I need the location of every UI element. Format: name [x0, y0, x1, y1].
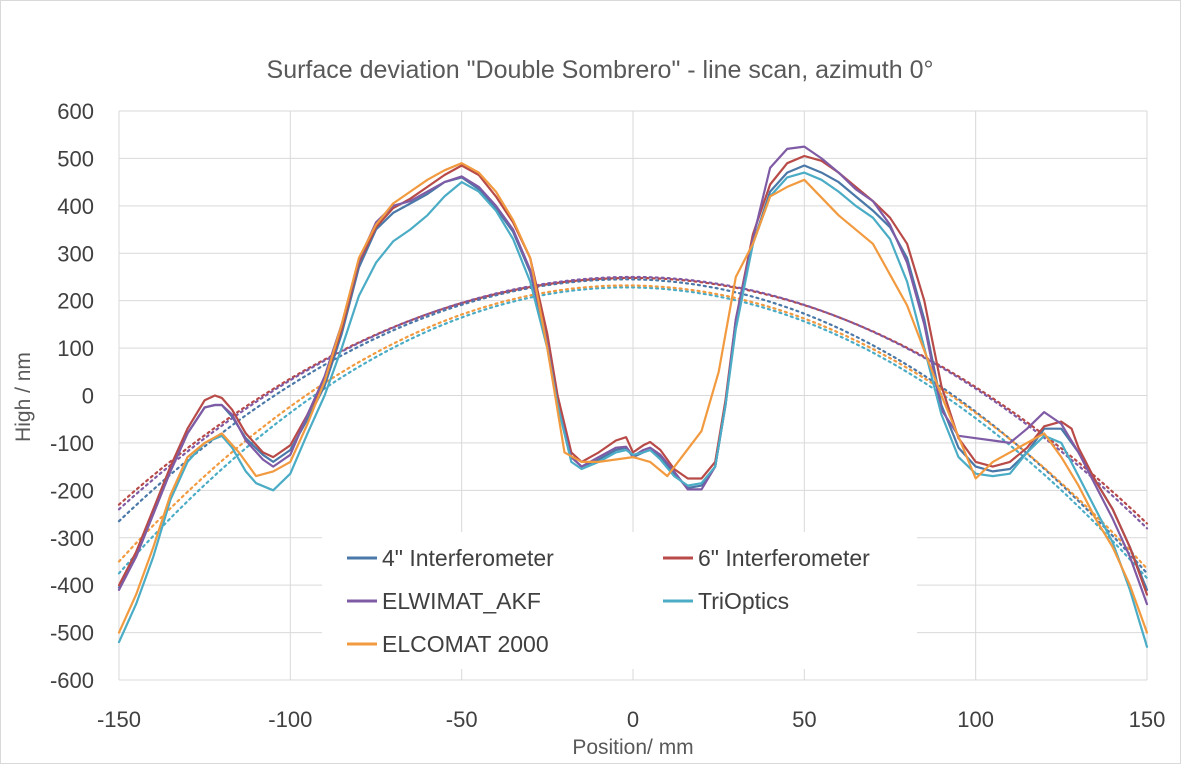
x-tick-label: 100	[957, 707, 994, 732]
y-axis-label: High / nm	[12, 352, 35, 442]
trendline-layer	[117, 275, 1149, 580]
chart-title: Surface deviation "Double Sombrero" - li…	[267, 56, 934, 84]
trendline	[117, 275, 1149, 530]
x-tick-label: 0	[627, 707, 639, 732]
trendline	[117, 276, 1149, 525]
y-tick-label: -200	[50, 478, 94, 503]
x-tick-label: -50	[446, 707, 478, 732]
y-tick-label: 200	[57, 289, 94, 314]
y-tick-label: -400	[50, 573, 94, 598]
legend-label: ELCOMAT 2000	[382, 631, 549, 657]
x-tick-label: -150	[97, 707, 141, 732]
y-tick-label: 400	[57, 194, 94, 219]
y-tick-label: 0	[82, 384, 94, 409]
y-tick-label: -100	[50, 431, 94, 456]
series-line	[117, 171, 1149, 648]
trendline	[117, 286, 1149, 580]
y-tick-label: 100	[57, 336, 94, 361]
x-tick-label: -100	[268, 707, 312, 732]
y-tick-label: -500	[50, 621, 94, 646]
series-line	[117, 162, 1149, 634]
y-tick-label: 600	[57, 99, 94, 124]
series-layer	[117, 145, 1149, 648]
legend-label: 6" Interferometer	[698, 545, 870, 571]
x-axis-label: Position/ mm	[572, 736, 693, 759]
y-tick-label: 500	[57, 146, 94, 171]
x-tick-label: 50	[792, 707, 816, 732]
y-tick-label: 300	[57, 241, 94, 266]
x-tick-label: 150	[1129, 707, 1166, 732]
trendline	[117, 284, 1149, 570]
legend-label: TriOptics	[698, 588, 789, 614]
y-tick-label: -300	[50, 526, 94, 551]
y-tick-label: -600	[50, 668, 94, 693]
legend: 4" Interferometer 6" Interferometer ELWIMA…	[322, 532, 917, 669]
legend-label: ELWIMAT_AKF	[382, 588, 541, 614]
legend-background	[322, 532, 917, 669]
tick-layer: 6005004003002001000-100-200-300-400-500-…	[50, 99, 1165, 732]
legend-label: 4" Interferometer	[382, 545, 554, 571]
series-line	[117, 154, 1149, 596]
